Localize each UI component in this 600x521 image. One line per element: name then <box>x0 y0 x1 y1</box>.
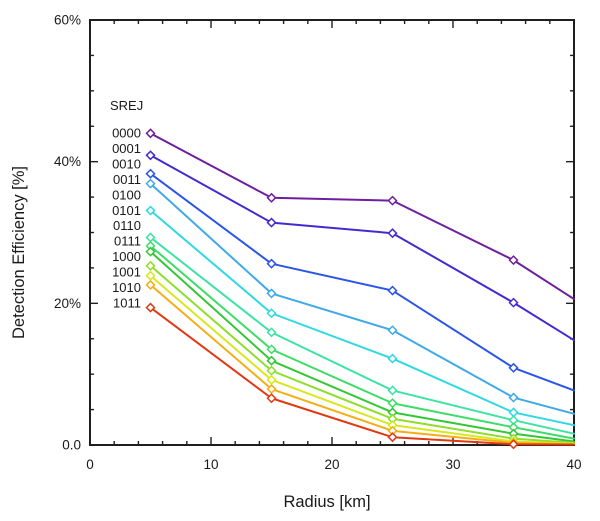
y-tick-label: 0.0 <box>62 438 81 453</box>
series-0110 <box>145 240 575 440</box>
data-point-marker <box>266 308 277 319</box>
data-point-marker <box>508 255 519 266</box>
x-tick-label: 40 <box>566 457 581 472</box>
legend-label-0100: 0100 <box>112 187 141 202</box>
data-point-marker <box>387 385 398 396</box>
data-point-marker <box>387 353 398 364</box>
legend-label-1000: 1000 <box>112 249 141 264</box>
legend-label-0010: 0010 <box>112 156 141 171</box>
series-line-0010 <box>149 172 575 392</box>
x-tick-label: 30 <box>445 457 460 472</box>
data-point-marker <box>387 195 398 206</box>
series-line-0101 <box>149 236 575 435</box>
data-point-marker <box>145 246 156 257</box>
series-0100 <box>145 205 575 427</box>
x-tick-label: 0 <box>86 457 94 472</box>
data-point-marker <box>387 285 398 296</box>
data-point-marker <box>266 383 277 395</box>
y-tick-label: 20% <box>54 296 81 311</box>
x-tick-label: 10 <box>203 457 218 472</box>
legend-label-0101: 0101 <box>112 203 141 218</box>
data-point-marker <box>145 178 156 189</box>
x-tick-label: 20 <box>324 457 339 472</box>
axis-ticks <box>89 19 575 446</box>
data-point-marker <box>266 374 277 385</box>
y-tick-labels: 0.0 20% 40% 60% <box>54 13 81 453</box>
data-point-marker <box>145 128 156 139</box>
legend-label-0011: 0011 <box>113 172 141 187</box>
data-point-marker <box>266 393 277 404</box>
series-0010 <box>145 168 575 392</box>
data-point-marker <box>387 432 398 443</box>
data-point-marker <box>145 279 156 290</box>
series-1011 <box>145 302 575 450</box>
data-point-marker <box>266 365 277 376</box>
legend-label-0000: 0000 <box>112 126 141 141</box>
data-point-marker <box>145 150 156 161</box>
data-point-marker <box>508 362 519 373</box>
legend-label-1010: 1010 <box>112 280 141 295</box>
legend-label-0111: 0111 <box>114 234 141 249</box>
series-0011 <box>145 178 575 415</box>
data-point-marker <box>266 288 277 299</box>
y-tick-label: 60% <box>54 13 81 28</box>
data-point-marker <box>145 168 156 179</box>
data-point-marker <box>266 327 277 338</box>
series-line-0100 <box>149 209 575 427</box>
legend-label-0001: 0001 <box>112 141 141 156</box>
data-point-marker <box>145 205 156 216</box>
series-0001 <box>145 150 575 342</box>
data-point-marker <box>387 398 398 409</box>
data-point-marker <box>508 439 519 450</box>
data-point-marker <box>145 270 156 281</box>
legend: SREJ 000000010010001101000101011001111000… <box>110 98 143 311</box>
series-0000 <box>145 128 575 301</box>
y-axis-title: Detection Efficiency [%] <box>10 166 28 339</box>
legend-title: SREJ <box>110 98 143 113</box>
x-tick-labels: 0 10 20 30 40 <box>86 457 581 472</box>
data-point-marker <box>266 258 277 269</box>
data-point-marker <box>266 344 277 355</box>
plot-frame <box>89 19 575 446</box>
data-point-marker <box>266 355 277 366</box>
legend-label-1011: 1011 <box>113 296 141 311</box>
data-point-marker <box>266 192 277 203</box>
data-point-marker <box>387 325 398 336</box>
series-line-0000 <box>149 132 575 301</box>
series-line-0110 <box>149 244 575 440</box>
series-line-0011 <box>149 182 575 415</box>
legend-label-1001: 1001 <box>112 265 141 280</box>
data-point-marker <box>145 260 156 271</box>
series-1010 <box>145 279 575 448</box>
data-point-marker <box>387 228 398 239</box>
legend-label-0110: 0110 <box>113 218 141 233</box>
data-point-marker <box>145 302 156 313</box>
data-point-marker <box>508 297 519 308</box>
data-point-marker <box>508 392 519 403</box>
data-point-marker <box>266 217 277 228</box>
y-tick-label: 40% <box>54 154 81 169</box>
series-line-0001 <box>149 154 575 342</box>
x-axis-title: Radius [km] <box>283 493 370 511</box>
series-0101 <box>145 232 575 435</box>
